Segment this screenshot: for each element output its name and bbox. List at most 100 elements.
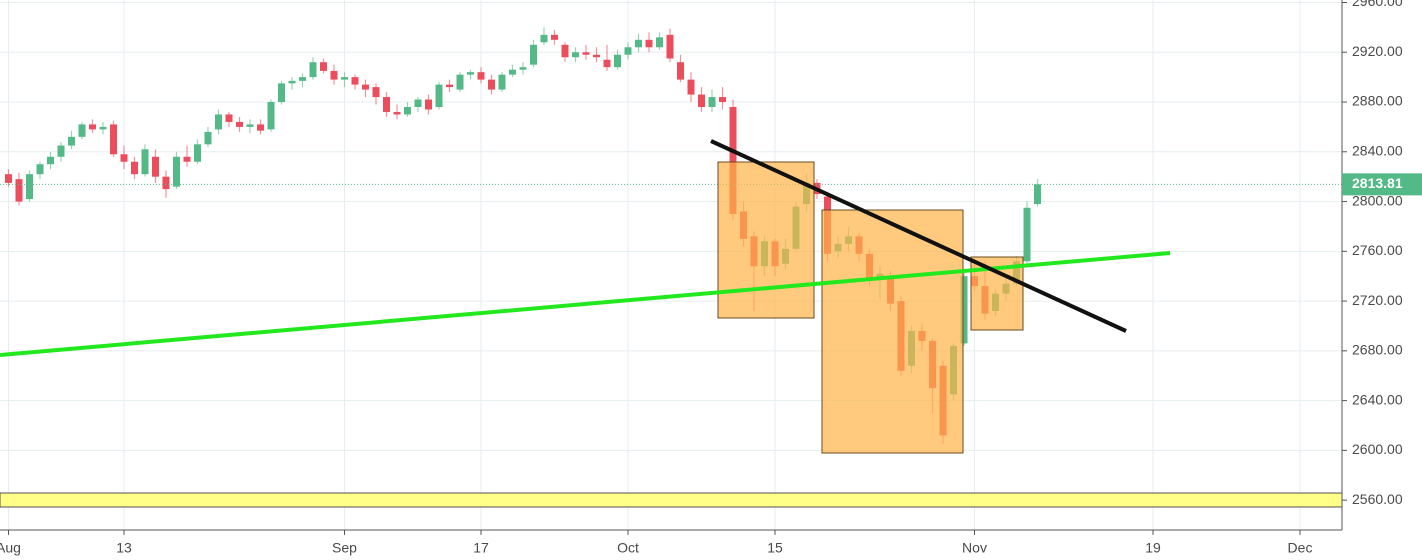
x-tick-label: 13 (116, 540, 132, 556)
candle-body (708, 97, 716, 107)
candle-body (257, 124, 264, 131)
candle-body (383, 97, 390, 112)
candle-body (173, 156, 180, 187)
candle-body (36, 164, 44, 175)
trend-line (710, 139, 1127, 333)
candle-body (246, 124, 254, 127)
x-tick-label: Sep (332, 540, 357, 556)
candle-body (99, 126, 107, 130)
x-tick-label: Dec (1288, 540, 1313, 556)
candle-body (624, 47, 632, 55)
candle-body (351, 77, 359, 85)
candle-body (330, 70, 338, 80)
candle-body (593, 54, 600, 58)
candle-body (372, 87, 380, 98)
candles (0, 27, 1342, 445)
pattern-box (821, 209, 964, 454)
y-tick-label: 2840.00 (1352, 142, 1403, 158)
y-tick-label: 2960.00 (1352, 0, 1403, 9)
candle-body (89, 124, 96, 130)
candle-body (225, 114, 233, 122)
candle-body (68, 136, 75, 146)
pattern-box (717, 161, 815, 319)
candle-body (666, 34, 674, 59)
candle-body (5, 174, 12, 183)
candle-body (362, 84, 369, 90)
candle-body (57, 145, 65, 157)
candle-body (687, 79, 695, 95)
candle-body (278, 83, 285, 103)
candle-body (414, 99, 422, 107)
candle-body (141, 149, 149, 175)
y-tick-label: 2720.00 (1352, 292, 1403, 308)
last-price-box (1342, 173, 1422, 196)
candle-body (435, 84, 443, 107)
candle-body (551, 34, 558, 40)
candle-body (404, 106, 411, 115)
y-tick-label: 2880.00 (1352, 93, 1403, 109)
candle-body (719, 97, 726, 103)
candle-body (183, 156, 191, 162)
candle-body (698, 94, 705, 107)
y-tick-label: 2800.00 (1352, 192, 1403, 208)
candle-body (467, 72, 474, 75)
candle-body (341, 77, 348, 80)
grid (0, 0, 1342, 530)
x-tick-label: Aug (0, 540, 21, 556)
candle-body (120, 154, 128, 162)
candle-body (635, 39, 642, 48)
candle-body (78, 124, 86, 137)
x-tick-label: Oct (617, 540, 639, 556)
candle-body (530, 44, 537, 65)
candle-body (26, 174, 33, 200)
x-tick-label: 15 (767, 540, 783, 556)
candle-body (582, 52, 590, 55)
candle-body (477, 72, 485, 80)
y-tick-label: 2600.00 (1352, 441, 1403, 457)
candle-body (110, 124, 117, 155)
candle-body (446, 84, 453, 88)
candle-body (1023, 207, 1031, 262)
candle-body (194, 144, 201, 162)
candle-body (677, 62, 684, 80)
y-tick-label: 2560.00 (1352, 491, 1403, 507)
candle-body (425, 99, 432, 110)
candle-body (656, 37, 663, 48)
candle-body (299, 77, 306, 81)
y-tick-label: 2680.00 (1352, 342, 1403, 358)
candle-body (236, 121, 243, 127)
annotations (0, 139, 1171, 454)
candle-body (131, 161, 138, 175)
candle-body (645, 39, 653, 48)
trend-line (0, 251, 1171, 357)
candle-body (498, 74, 506, 90)
support-band (0, 492, 1343, 508)
candle-body (561, 44, 569, 58)
candle-body (729, 106, 737, 214)
candle-body (204, 131, 212, 145)
candle-body (15, 179, 23, 202)
candle-body (456, 74, 464, 90)
y-tick-label: 2760.00 (1352, 242, 1403, 258)
candle-body (509, 69, 516, 75)
candle-body (215, 114, 222, 130)
candle-body (1034, 184, 1041, 205)
candle-body (614, 54, 621, 68)
candle-body (519, 67, 527, 70)
candle-body (540, 34, 548, 43)
last-price-label: 2813.81 (1352, 175, 1403, 191)
candle-body (162, 176, 170, 190)
candle-body (320, 62, 327, 71)
y-tick-label: 2640.00 (1352, 391, 1403, 407)
candle-body (309, 62, 317, 78)
candle-body (267, 102, 275, 130)
candle-body (288, 80, 296, 84)
candle-body (960, 276, 968, 344)
candle-body (603, 59, 611, 68)
x-tick-label: 17 (473, 540, 489, 556)
candle-body (393, 111, 401, 115)
candle-body (47, 156, 54, 165)
candle-body (152, 156, 159, 177)
